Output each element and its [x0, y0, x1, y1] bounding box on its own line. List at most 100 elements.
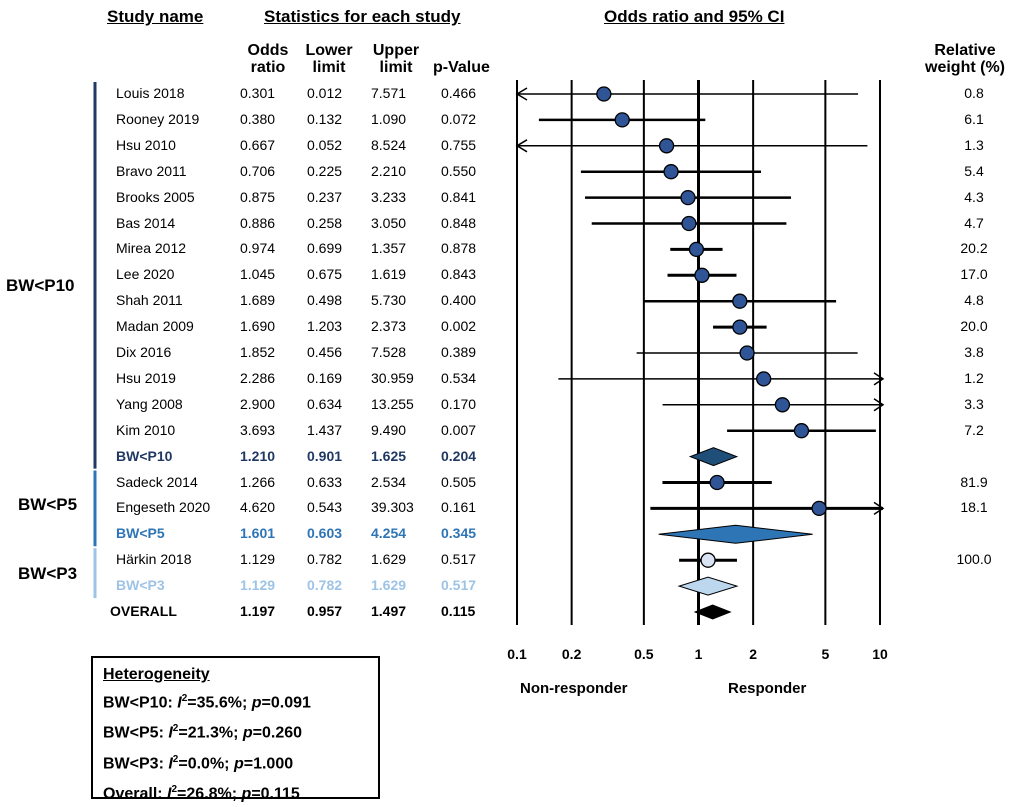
xtick-label: 0.5	[634, 646, 654, 662]
cell-lower-limit: 0.699	[307, 240, 343, 257]
cell-p-value: 0.466	[441, 85, 477, 101]
cell-lower-limit: 0.132	[307, 110, 343, 127]
cell-p-value: 0.115	[441, 603, 476, 619]
het-p: =0.115	[251, 785, 300, 803]
header-weight: Relative weight (%)	[910, 42, 1020, 76]
header-upper-line1: Upper	[372, 42, 420, 59]
header-pvalue: p-Value	[433, 59, 490, 76]
header-study-name: Study name	[107, 7, 204, 26]
cell-upper-limit: 5.730	[371, 292, 407, 309]
cell-weight: 81.9	[960, 473, 988, 490]
cell-upper-limit: 1.357	[371, 240, 407, 257]
point-marker	[596, 86, 612, 102]
group-label-p10: BW<P10	[6, 276, 75, 295]
cell-p-value: 0.550	[441, 162, 477, 179]
cell-lower-limit: 0.634	[307, 395, 343, 412]
cell-p-value: 0.843	[441, 266, 477, 283]
header-lower-line1: Lower	[305, 42, 353, 59]
summary-diamond	[688, 447, 739, 467]
cell-upper-limit: 3.050	[371, 214, 407, 231]
cell-lower-limit: 0.782	[307, 551, 343, 568]
cell-lower-limit: 0.782	[307, 577, 343, 594]
cell-upper-limit: 30.959	[371, 369, 414, 386]
cell-odds-ratio: 1.210	[240, 447, 276, 464]
cell-study-name: Rooney 2019	[116, 110, 200, 127]
het-i2: =0.0%;	[178, 754, 234, 772]
point-marker	[709, 474, 725, 491]
header-upper-line2: limit	[379, 59, 413, 76]
cell-p-value: 0.345	[441, 525, 477, 542]
xlabel-non-responder: Non-responder	[520, 680, 628, 697]
cell-upper-limit: 1.497	[371, 603, 407, 619]
cell-weight: 4.3	[964, 188, 984, 205]
het-p: =1.000	[243, 754, 294, 772]
cell-odds-ratio: 0.875	[240, 188, 276, 205]
ci-arrow-right	[873, 372, 885, 386]
cell-study-name: Hsu 2010	[116, 136, 176, 153]
cell-study-name: BW<P5	[116, 525, 165, 542]
cell-weight: 0.8	[964, 85, 984, 101]
cell-odds-ratio: 0.886	[240, 214, 276, 231]
xtick-label: 1	[695, 646, 703, 662]
cell-weight: 3.3	[964, 395, 984, 412]
het-prefix: BW<P5:	[103, 724, 169, 742]
cell-odds-ratio: 0.380	[240, 110, 276, 127]
cell-weight: 4.7	[964, 214, 984, 231]
het-i2: =26.8%;	[177, 785, 242, 803]
cell-upper-limit: 3.233	[371, 188, 407, 205]
cell-study-name: Mirea 2012	[116, 240, 187, 257]
point-marker	[739, 345, 755, 361]
cell-study-name: Madan 2009	[116, 318, 194, 335]
cell-odds-ratio: 0.667	[240, 136, 276, 153]
point-marker	[732, 293, 748, 309]
cell-study-name: Hsu 2019	[116, 369, 176, 386]
cell-p-value: 0.848	[441, 214, 477, 231]
point-marker	[680, 189, 696, 206]
cell-lower-limit: 0.901	[307, 447, 343, 464]
cell-weight: 4.8	[964, 292, 984, 309]
point-marker	[811, 500, 827, 517]
cell-upper-limit: 1.625	[371, 447, 407, 464]
cell-p-value: 0.002	[441, 318, 477, 335]
point-marker	[694, 267, 710, 283]
heterogeneity-line-p5: BW<P5: I2=21.3%; p=0.260	[103, 723, 303, 742]
cell-odds-ratio: 1.197	[240, 603, 276, 619]
cell-upper-limit: 2.210	[371, 162, 407, 179]
cell-study-name: Sadeck 2014	[116, 473, 198, 490]
cell-weight: 17.0	[960, 266, 988, 283]
point-marker	[732, 319, 748, 335]
cell-upper-limit: 4.254	[371, 525, 407, 542]
cell-odds-ratio: 1.129	[240, 577, 276, 594]
cell-lower-limit: 0.957	[307, 603, 343, 619]
cell-weight: 5.4	[964, 162, 984, 179]
cell-p-value: 0.389	[441, 344, 477, 360]
ci-arrow-right	[873, 501, 885, 516]
cell-odds-ratio: 1.601	[240, 525, 276, 542]
point-marker	[774, 397, 791, 413]
het-i2: =21.3%;	[178, 724, 243, 742]
cell-p-value: 0.204	[441, 447, 477, 464]
heterogeneity-line-p10: BW<P10: I2=35.6%; p=0.091	[103, 693, 311, 712]
cell-odds-ratio: 3.693	[240, 421, 276, 438]
summary-diamond	[658, 524, 813, 544]
cell-study-name: BW<P10	[116, 447, 173, 464]
cell-study-name: Lee 2020	[116, 266, 175, 283]
cell-weight: 1.2	[964, 369, 984, 386]
cell-upper-limit: 1.619	[371, 266, 407, 283]
het-p: =0.260	[252, 724, 303, 742]
cell-weight: 100.0	[956, 551, 992, 568]
cell-upper-limit: 1.090	[371, 110, 407, 127]
cell-odds-ratio: 1.689	[240, 292, 276, 309]
cell-upper-limit: 39.303	[371, 499, 414, 516]
cell-lower-limit: 0.169	[307, 369, 343, 386]
cell-lower-limit: 0.603	[307, 525, 343, 542]
cell-study-name: Bravo 2011	[116, 162, 187, 179]
cell-weight: 18.1	[960, 499, 988, 516]
xlabel-responder: Responder	[728, 680, 807, 697]
cell-upper-limit: 7.528	[371, 344, 407, 360]
cell-lower-limit: 1.203	[307, 318, 343, 335]
summary-diamond	[677, 576, 739, 596]
point-marker	[793, 423, 810, 439]
cell-lower-limit: 0.543	[307, 499, 343, 516]
